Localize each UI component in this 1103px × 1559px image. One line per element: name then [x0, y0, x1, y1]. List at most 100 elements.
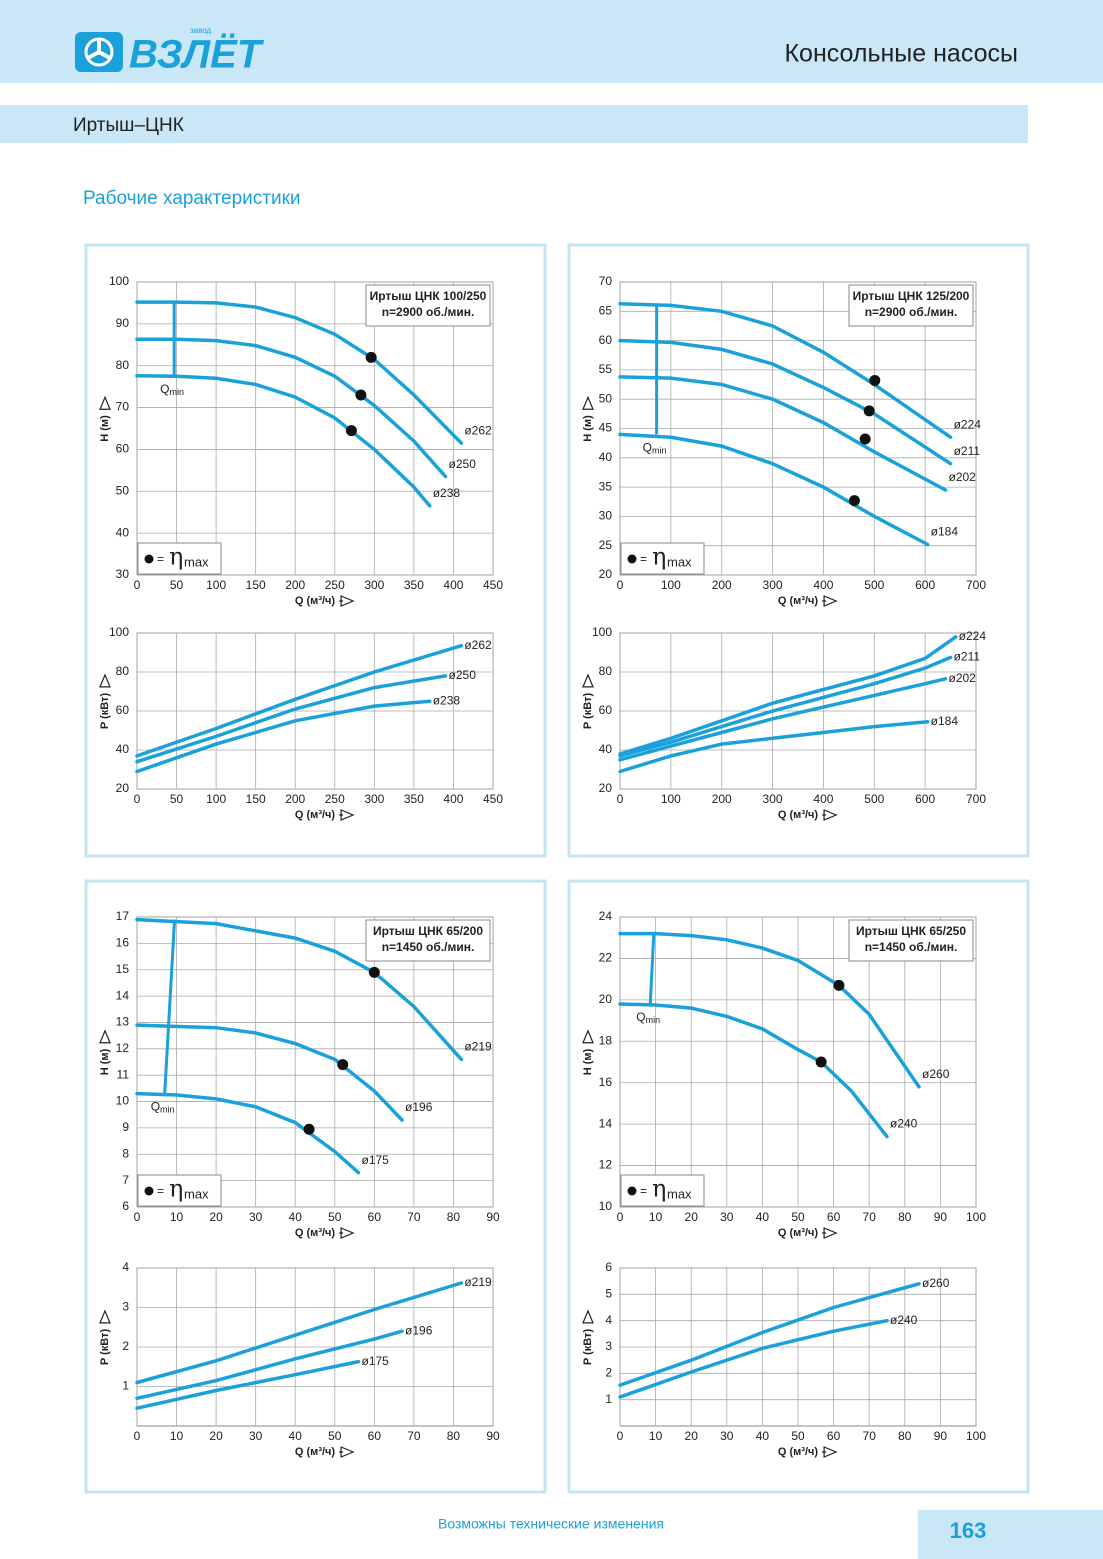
- y-tick-label: 2: [122, 1339, 129, 1353]
- logo-fan: [84, 37, 114, 67]
- curve-label: ø211: [954, 650, 981, 664]
- axis-arrow: [582, 395, 594, 410]
- axis-arrow: [99, 1029, 111, 1044]
- qmin-line: [163, 919, 177, 1094]
- y-tick-label: 45: [599, 421, 613, 435]
- x-tick-label: 200: [712, 578, 732, 592]
- x-tick-label: 350: [404, 792, 424, 806]
- x-tick-label: 100: [661, 578, 681, 592]
- y-tick-label: 4: [122, 1260, 129, 1274]
- label-box: [848, 919, 974, 962]
- x-tick-label: 70: [863, 1210, 877, 1224]
- x-tick-label: 100: [966, 1210, 986, 1224]
- x-axis-label: Q (м³/ч): [778, 1227, 819, 1239]
- legend-dot: [627, 554, 637, 564]
- y-tick-label: 40: [599, 742, 613, 756]
- brand-prefix: завод: [190, 26, 212, 35]
- x-tick-label: 0: [134, 578, 141, 592]
- y-tick-label: 20: [599, 781, 613, 795]
- x-tick-label: 80: [447, 1210, 461, 1224]
- logo: ВЗЛЁТ завод: [75, 26, 265, 77]
- x-tick-label: 0: [134, 1429, 141, 1443]
- y-tick-label: 10: [116, 1094, 130, 1108]
- y-tick-label: 50: [599, 391, 613, 405]
- x-tick-label: 70: [407, 1429, 421, 1443]
- panel: [84, 243, 547, 858]
- curve: [135, 300, 464, 445]
- curve: [135, 1329, 404, 1401]
- axis-arrow: [582, 1029, 594, 1044]
- label-box: [365, 284, 491, 327]
- efficiency-point: [303, 1123, 315, 1135]
- curve-label: ø175: [362, 1354, 390, 1368]
- label-box-line: n=2900 об./мин.: [382, 305, 475, 319]
- legend-dot: [627, 1186, 637, 1196]
- axis-arrow: [339, 809, 355, 821]
- y-tick-label: 5: [605, 1287, 612, 1301]
- label-box-line: Иртыш ЦНК 65/200: [373, 924, 483, 938]
- x-tick-label: 90: [486, 1210, 500, 1224]
- x-tick-label: 60: [827, 1429, 841, 1443]
- y-tick-label: 90: [116, 316, 130, 330]
- chart: 0 100 200 300 400 500 600 700 20 25 30 35 40 45 50 55 60…: [582, 274, 986, 607]
- x-tick-label: 10: [649, 1210, 663, 1224]
- y-tick-label: 80: [116, 358, 130, 372]
- axis-arrow: [99, 1309, 111, 1324]
- qmin-sub: min: [170, 388, 185, 398]
- efficiency-point: [337, 1059, 349, 1071]
- curve-label: ø262: [464, 638, 492, 652]
- y-tick-label: 30: [116, 567, 130, 581]
- x-tick-label: 500: [864, 578, 884, 592]
- legend-eq: =: [157, 552, 164, 566]
- axis-arrow: [339, 595, 355, 607]
- chart: 0 50 100 150 200 250 300 350 400 450 30 40 50 60 70 80 9…: [99, 274, 503, 607]
- y-tick-label: 55: [599, 362, 613, 376]
- qmin-label: Qmin: [636, 1010, 660, 1025]
- y-tick-label: 80: [116, 664, 130, 678]
- y-tick-label: 18: [599, 1033, 613, 1047]
- x-tick-label: 50: [170, 792, 184, 806]
- y-tick-label: 17: [116, 909, 130, 923]
- qmin-q: Q: [643, 441, 652, 455]
- y-tick-label: 22: [599, 951, 613, 965]
- curve-label: ø202: [948, 671, 976, 685]
- axis-arrow: [822, 809, 838, 821]
- qmin-label: Qmin: [643, 441, 667, 456]
- y-tick-label: 60: [116, 703, 130, 717]
- page-number-band: [918, 1510, 1103, 1559]
- x-tick-label: 0: [617, 1429, 624, 1443]
- efficiency-point: [863, 405, 875, 417]
- x-axis-label: Q (м³/ч): [778, 1446, 819, 1458]
- legend-eq: =: [640, 1184, 647, 1198]
- curve: [135, 374, 432, 508]
- curve-label: ø240: [890, 1313, 918, 1327]
- axis-arrow: [582, 673, 594, 688]
- curve: [618, 635, 958, 756]
- curve-label: ø224: [959, 629, 987, 643]
- x-tick-label: 100: [966, 1429, 986, 1443]
- curve: [135, 337, 448, 479]
- curve: [618, 375, 948, 492]
- legend-eta: η: [652, 1175, 666, 1203]
- y-tick-label: 10: [599, 1199, 613, 1213]
- efficiency-point: [368, 966, 380, 978]
- y-tick-label: 6: [122, 1199, 129, 1213]
- y-tick-label: 11: [117, 1067, 130, 1081]
- x-tick-label: 90: [934, 1210, 948, 1224]
- efficiency-point: [815, 1056, 827, 1068]
- subheader: Иртыш–ЦНК: [73, 115, 184, 136]
- efficiency-point: [833, 979, 845, 991]
- x-tick-label: 350: [404, 578, 424, 592]
- y-tick-label: 100: [592, 625, 612, 639]
- y-tick-label: 25: [599, 538, 613, 552]
- x-tick-label: 50: [170, 578, 184, 592]
- y-tick-label: 65: [599, 303, 613, 317]
- x-tick-label: 700: [966, 578, 986, 592]
- x-tick-label: 60: [368, 1429, 382, 1443]
- section-title: Рабочие характеристики: [83, 188, 301, 209]
- y-tick-label: 12: [599, 1158, 613, 1172]
- x-tick-label: 700: [966, 792, 986, 806]
- y-tick-label: 16: [599, 1075, 613, 1089]
- y-axis-label: H (м): [99, 415, 111, 442]
- panel: [84, 879, 547, 1494]
